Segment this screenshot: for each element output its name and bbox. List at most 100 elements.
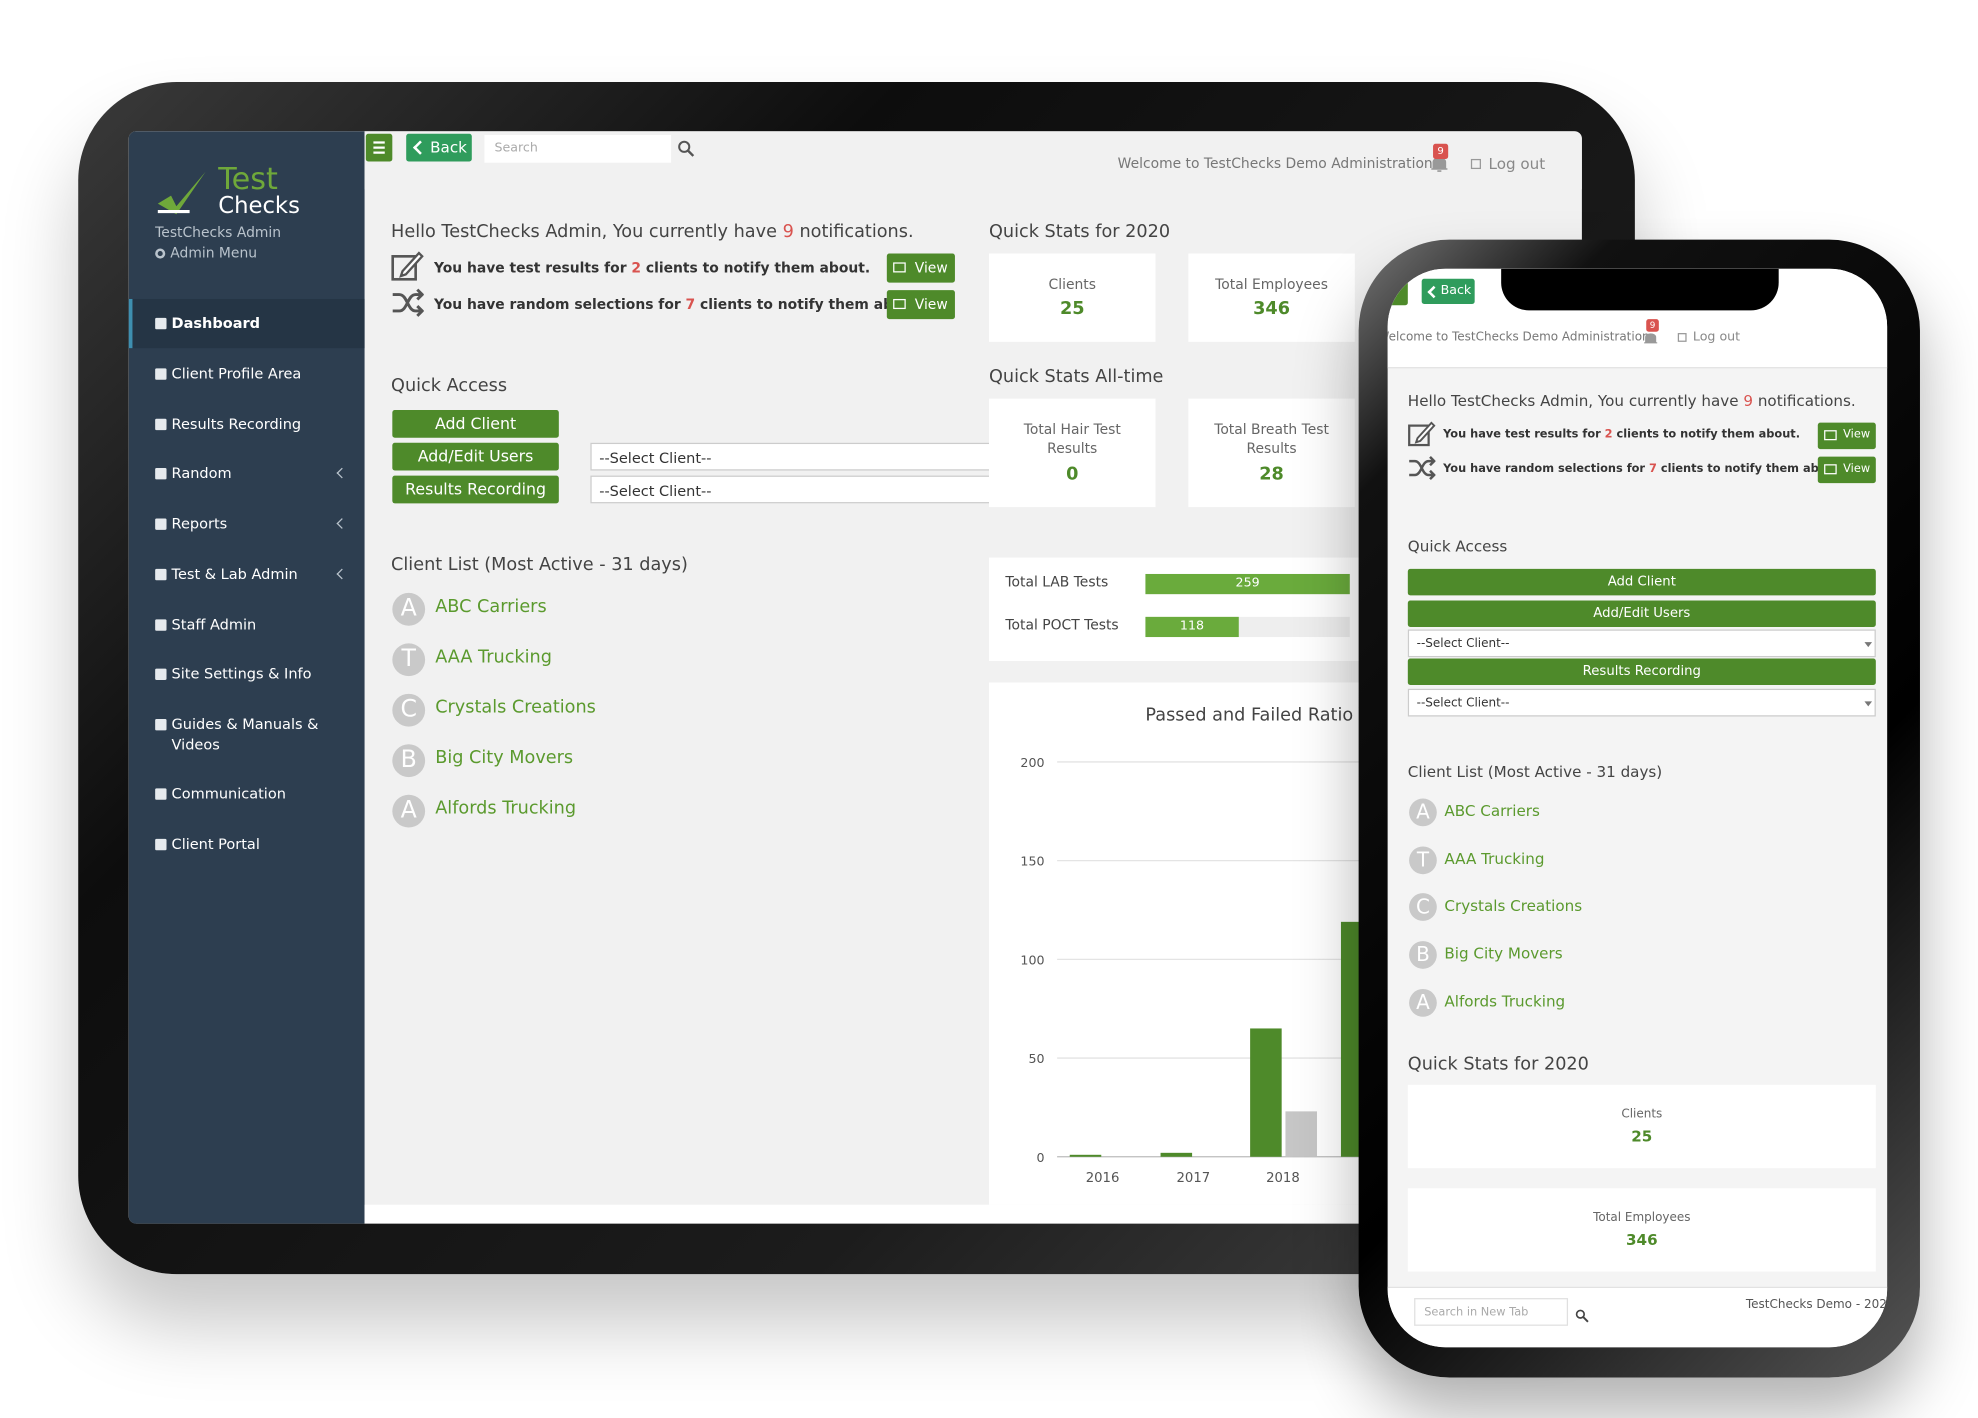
text-part: 2 [1604,429,1613,442]
menu-item[interactable]: Random [171,464,232,482]
client-name[interactable]: Big City Movers [435,748,574,769]
client-select[interactable]: --Select Client-- [590,475,1020,504]
notice-icon [1408,454,1436,482]
progress-bar: 118 [1145,616,1239,638]
x-tick-label: 2018 [1266,1171,1300,1186]
client-avatar: C [1409,893,1437,921]
menu-item[interactable]: Site Settings & Info [171,664,312,683]
back-button[interactable]: Back [406,133,472,162]
logo-check [154,167,210,220]
quick-access-title: Quick Access [1407,537,1508,556]
quick-access-button[interactable]: Add/Edit Users [1407,600,1876,627]
phone-screen: Back Welcome to TestChecks Demo Administr… [1387,268,1888,1348]
admin-menu-toggle[interactable]: Admin Menu [170,244,258,262]
client-name[interactable]: ABC Carriers [435,596,547,618]
text-part: clients to notify them about. [695,296,925,313]
gear-icon [155,248,166,259]
text-part: 7 [1648,463,1657,476]
notice-text: You have test results for 2 clients to n… [434,260,870,276]
footer-search[interactable]: Search in New Tab [1414,1298,1569,1326]
menu-icon [155,668,167,680]
text-part: 2 [631,259,642,277]
client-name[interactable]: AAA Trucking [435,647,552,668]
menu-icon [155,719,167,731]
stat-value: 25 [1059,299,1085,320]
client-avatar: B [1409,941,1437,969]
text-part: Hello TestChecks Admin, You currently ha… [1407,392,1744,410]
client-avatar: B [392,744,426,778]
view-button[interactable]: View [1817,421,1876,449]
text-part: notifications. [793,222,914,243]
menu-item[interactable]: Results Recording [171,415,302,433]
menu-item[interactable]: Client Profile Area [171,364,302,383]
view-button[interactable]: View [886,252,955,282]
menu-item[interactable]: Staff Admin [171,615,257,634]
menu-icon [155,788,167,800]
tablet-screen: Test Checks TestChecks Admin Admin Menu Dash… [128,131,1582,1224]
client-avatar: A [392,592,426,626]
bar [1160,1152,1193,1157]
quick-access-title: Quick Access [391,375,508,397]
logo-bottom: Checks [218,193,300,220]
client-select[interactable]: --Select Client-- [590,442,1020,471]
y-tick-label: 200 [1020,755,1044,770]
search-input[interactable]: Search [484,134,672,163]
bar [1285,1111,1317,1157]
phone-welcome: Welcome to TestChecks Demo Administratio… [1387,330,1650,345]
quick-access-button[interactable]: Results Recording [1407,658,1876,685]
menu-item[interactable]: Test & Lab Admin [171,565,298,583]
menu-item[interactable]: Guides & Manuals & Videos [171,715,319,754]
bell-icon [1642,328,1658,344]
menu-item[interactable]: Reports [171,514,228,533]
notification-badge[interactable]: 9 [1433,143,1449,159]
phone-back-button[interactable]: Back [1421,278,1475,305]
notification-badge[interactable]: 9 [1646,319,1659,332]
client-select[interactable]: --Select Client-- [1407,688,1876,717]
client-name[interactable]: AAA Trucking [1444,849,1545,868]
stat-label: Clients [1048,275,1096,293]
client-avatar: A [1409,989,1437,1017]
client-select[interactable]: --Select Client-- [1407,629,1876,658]
quick-access-button[interactable]: Results Recording [392,475,559,504]
bar [1250,1028,1282,1157]
view-icon [893,298,907,310]
client-name[interactable]: Alfords Trucking [435,798,577,819]
logout-link[interactable]: Log out [1488,155,1546,173]
client-name[interactable]: Big City Movers [1444,944,1563,962]
stat-value: 346 [1253,299,1291,320]
client-name[interactable]: Alfords Trucking [1444,992,1566,1010]
quick-access-button[interactable]: Add Client [1407,568,1876,596]
client-name[interactable]: Crystals Creations [435,697,596,719]
text-part: You have test results for [433,259,632,277]
menu-icon [155,418,167,431]
menu-button[interactable] [365,133,393,162]
logout-link[interactable]: Log out [1692,330,1741,345]
client-name[interactable]: ABC Carriers [1444,801,1540,820]
stat-card: Clients 25 [989,253,1156,342]
view-button[interactable]: View [886,289,955,319]
client-name[interactable]: Crystals Creations [1444,896,1583,915]
text-part: You have random selections for [1443,463,1649,476]
text-part: You have test results for [1443,429,1605,442]
logout-icon [1677,333,1687,342]
stat-label: Total Hair Test Results [1023,421,1121,457]
quick-access-button[interactable]: Add Client [392,409,559,438]
stat-card: Clients 25 [1407,1084,1876,1169]
quick-access-button[interactable]: Add/Edit Users [392,442,559,471]
menu-item[interactable]: Client Portal [171,835,260,853]
phone-menu-button[interactable] [1387,280,1408,306]
view-button[interactable]: View [1817,456,1876,483]
search-button [676,139,696,159]
notice-text: You have random selections for 7 clients… [434,296,924,312]
y-tick-label: 0 [1036,1150,1044,1165]
menu-item[interactable]: Communication [171,784,286,803]
stat-value: 0 [1066,464,1079,485]
stat-value: 28 [1259,464,1284,485]
progress-bar: 259 [1145,573,1350,595]
view-icon [893,262,907,273]
stat-value: 346 [1626,1231,1658,1250]
menu-item[interactable]: Dashboard [171,314,261,332]
client-list-title: Client List (Most Active - 31 days) [391,555,688,576]
stat-label: Clients [1621,1107,1663,1121]
